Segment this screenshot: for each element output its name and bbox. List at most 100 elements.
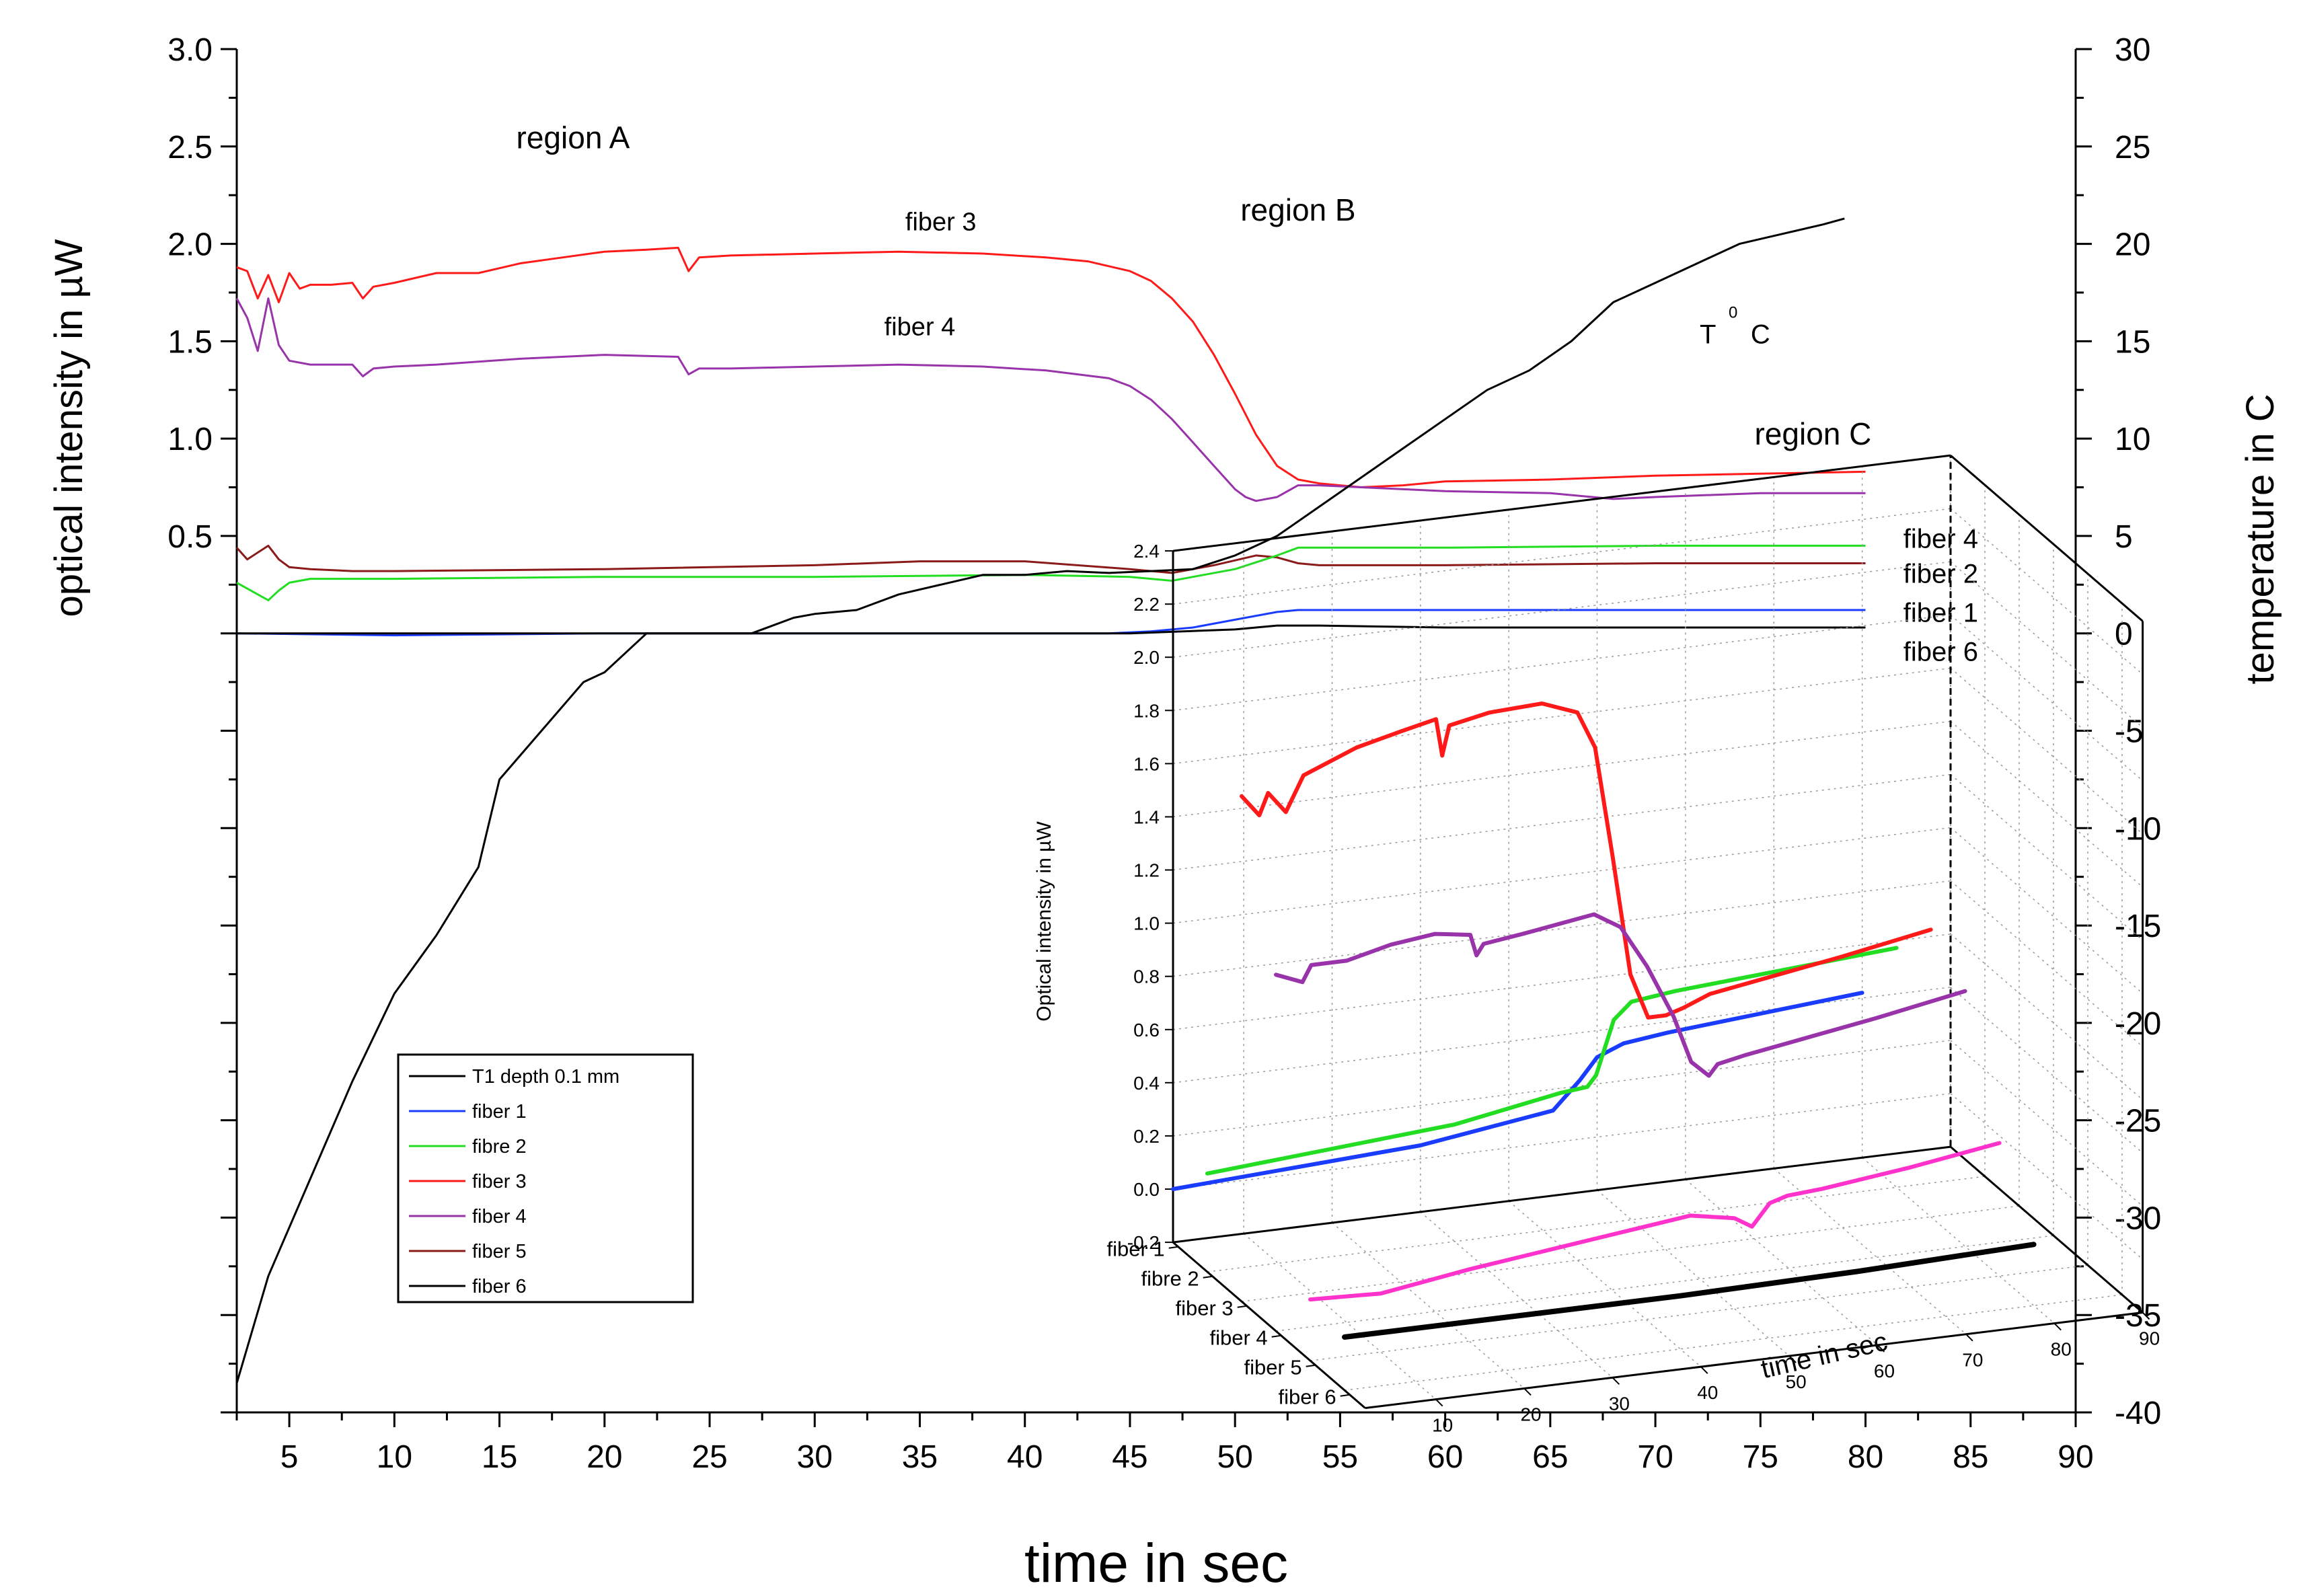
annotation-region-b: region B (1240, 192, 1355, 227)
inset-frame-edge (1950, 454, 2144, 622)
x-axis-title: time in sec (1024, 1533, 1288, 1594)
inset-x-tick (1965, 1333, 1973, 1342)
x-tick-label: 55 (1322, 1439, 1358, 1475)
y-right-tick-label: 30 (2115, 32, 2150, 68)
series-line-t1-depth-0-1-mm (235, 217, 1845, 1384)
annotation-fiber-4: fiber 4 (1903, 524, 1978, 554)
inset-x-tick-label: 10 (1432, 1415, 1453, 1436)
x-tick-label: 75 (1743, 1439, 1778, 1475)
inset-z-tick-label: 1.4 (1133, 806, 1160, 827)
series-line-fiber-4 (235, 297, 1866, 502)
series-line-fiber-5 (235, 544, 1866, 574)
inset-series-line-fiber-1 (1171, 991, 1864, 1191)
x-tick-label: 5 (280, 1439, 299, 1475)
x-tick-label: 70 (1637, 1439, 1673, 1475)
inset-x-tick (1523, 1388, 1532, 1396)
inset-x-axis (1365, 1312, 2143, 1409)
inset-z-tick-label: 1.8 (1133, 700, 1160, 721)
annotation-fiber-1: fiber 1 (1903, 598, 1978, 628)
series-line-fiber-6 (237, 624, 1866, 635)
x-tick-label: 10 (377, 1439, 412, 1475)
inset-x-tick-label: 90 (2139, 1328, 2160, 1348)
annotation-region-c: region C (1754, 416, 1871, 451)
inset-x-tick (2142, 1312, 2150, 1320)
annotation-0: 0 (1729, 304, 1737, 322)
inset-y-tick (1203, 1275, 1213, 1279)
inset-x-tick-label: 70 (1962, 1350, 1983, 1371)
x-tick-label: 50 (1217, 1439, 1252, 1475)
legend-label: fiber 3 (472, 1171, 527, 1192)
inset-series-line-fiber-4 (1274, 912, 1967, 1078)
legend-label: fiber 5 (472, 1241, 527, 1262)
inset-x-tick (2053, 1322, 2062, 1331)
y-left-tick-label: 3.0 (167, 32, 213, 68)
inset-x-tick-label: 50 (1786, 1371, 1807, 1392)
y-right-tick-label: -30 (2115, 1201, 2161, 1236)
inset-x-tick (1788, 1355, 1797, 1363)
inset-z-tick-label: 1.0 (1133, 913, 1160, 934)
inset-y-tick (1168, 1246, 1178, 1249)
x-tick-label: 60 (1427, 1439, 1463, 1475)
y-right-tick-label: -10 (2115, 811, 2161, 847)
annotation-fiber-2: fiber 2 (1903, 559, 1978, 588)
inset-series-line-fiber-5 (1308, 1141, 2002, 1302)
annotation-fiber-6: fiber 6 (1903, 637, 1978, 667)
inset-z-tick-label: 2.4 (1133, 541, 1160, 562)
inset-y-tick-label: fiber 1 (1106, 1238, 1164, 1261)
series-line-fiber-3 (236, 246, 1866, 488)
inset-x-tick-label: 60 (1874, 1361, 1895, 1381)
inset-y-axis (1172, 1241, 1366, 1409)
y-right-tick-label: 20 (2115, 227, 2150, 263)
inset-y-tick (1306, 1364, 1316, 1367)
inset-series-line-fiber-6 (1342, 1242, 2037, 1340)
inset-z-tick-label: 1.2 (1133, 860, 1160, 881)
y-right-tick-label: 10 (2115, 422, 2150, 457)
legend-label: fibre 2 (472, 1136, 527, 1157)
inset-x-tick (1435, 1398, 1443, 1407)
inset-z-tick-label: 0.2 (1133, 1126, 1160, 1147)
inset-y-tick-label: fiber 4 (1209, 1326, 1267, 1350)
inset-z-tick-label: 0.8 (1133, 966, 1160, 987)
inset-z-tick-label: 0.4 (1133, 1073, 1160, 1094)
x-tick-label: 65 (1532, 1439, 1568, 1475)
annotation-region-a: region A (517, 120, 630, 155)
inset-x-tick (1700, 1366, 1708, 1374)
y-left-axis-title: optical intensity in µW (47, 239, 91, 617)
y-right-axis-title: temperature in C (2238, 394, 2282, 685)
legend-label: T1 depth 0.1 mm (472, 1066, 619, 1088)
inset-y-tick (1340, 1394, 1350, 1397)
y-right-tick-label: -5 (2115, 714, 2144, 750)
legend-label: fiber 1 (472, 1101, 527, 1123)
y-left-tick-label: 2.5 (167, 130, 213, 165)
legend-box (397, 1053, 694, 1303)
y-right-tick-label: 25 (2115, 130, 2150, 165)
inset-y-tick-label: fiber 3 (1175, 1297, 1233, 1320)
y-right-tick-label: 15 (2115, 324, 2150, 360)
x-tick-label: 20 (587, 1439, 622, 1475)
y-right-tick-label: 5 (2115, 519, 2133, 555)
x-tick-label: 85 (1953, 1439, 1988, 1475)
inset-z-tick-label: 2.2 (1133, 594, 1160, 615)
x-tick-label: 45 (1112, 1439, 1147, 1475)
annotation-c: C (1751, 319, 1770, 349)
legend: T1 depth 0.1 mm fiber 1 fibre 2 fiber 3 fibe… (397, 1053, 694, 1303)
inset-y-tick-label: fiber 6 (1278, 1385, 1336, 1409)
y-left-tick-label: 1.0 (167, 422, 213, 457)
inset-x-tick (1612, 1377, 1620, 1385)
legend-label: fiber 6 (472, 1276, 527, 1297)
inset-z-axis-title: Optical intensity in µW (1033, 821, 1055, 1022)
y-right-tick-label: -35 (2115, 1298, 2161, 1334)
y-right-tick-label: 0 (2115, 617, 2133, 652)
inset-y-tick-label: fiber 5 (1244, 1356, 1302, 1379)
inset-z-tick-label: 1.6 (1133, 753, 1160, 774)
legend-label: fiber 4 (472, 1206, 527, 1227)
inset-y-tick (1237, 1305, 1247, 1308)
annotation-t: T (1700, 319, 1716, 349)
inset-x-tick-label: 20 (1520, 1404, 1541, 1424)
inset-frame-edge (1172, 1145, 1951, 1244)
x-tick-label: 25 (691, 1439, 727, 1475)
y-right-tick-label: -20 (2115, 1006, 2161, 1042)
inset-frame-edge (1172, 454, 1951, 552)
inset-z-tick-label: 0.0 (1133, 1179, 1160, 1200)
